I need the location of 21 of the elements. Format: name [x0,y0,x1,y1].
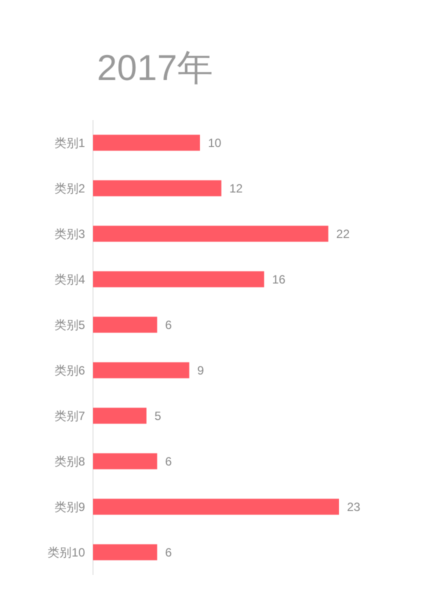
category-label: 类别9 [54,500,85,514]
data-label: 6 [165,545,172,560]
data-label: 5 [154,408,162,423]
category-label: 类别5 [54,318,85,332]
category-label: 类别7 [54,408,85,423]
data-label: 6 [165,318,172,332]
category-label: 类别8 [54,454,85,468]
category-label: 类别1 [54,136,85,150]
data-label: 16 [272,272,286,286]
data-label: 22 [336,226,350,241]
category-label: 类别4 [54,272,85,286]
data-label: 10 [208,136,222,150]
data-label: 23 [347,500,360,514]
category-label: 类别3 [54,226,85,241]
data-label: 9 [197,363,204,378]
category-label: 类别10 [48,545,85,560]
data-label: 12 [229,181,243,196]
category-label: 类别2 [54,181,85,196]
category-label: 类别6 [54,363,85,378]
data-label: 6 [165,454,172,468]
title: 2017年 [97,47,214,88]
